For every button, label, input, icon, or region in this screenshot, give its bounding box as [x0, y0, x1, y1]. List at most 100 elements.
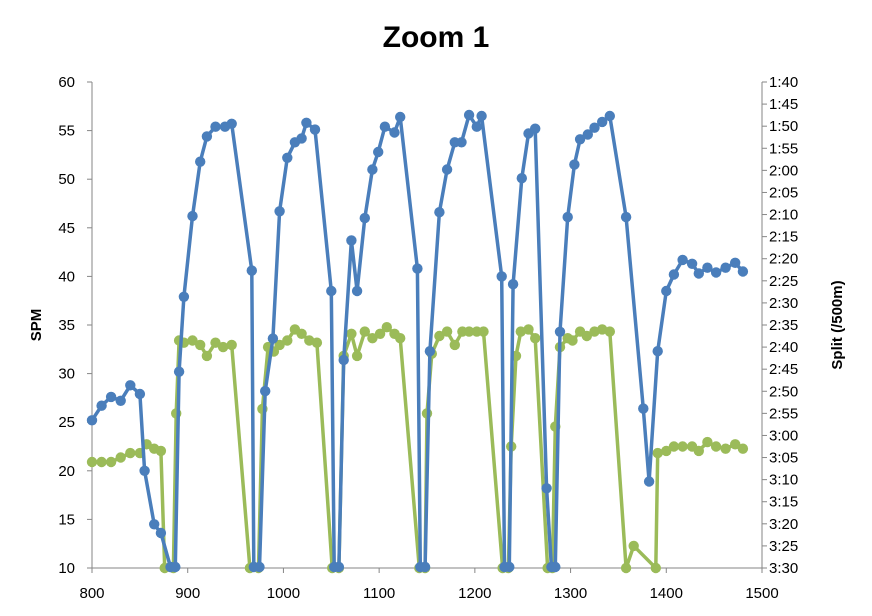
data-point — [346, 235, 357, 246]
data-point — [582, 129, 593, 140]
y-tick-label: 40 — [58, 268, 75, 285]
data-point — [702, 262, 713, 273]
data-point — [296, 133, 307, 144]
y2-tick-label: 1:45 — [769, 96, 798, 113]
y-tick-label: 35 — [58, 317, 75, 334]
data-point — [496, 271, 507, 282]
data-point — [246, 265, 257, 276]
data-point — [178, 291, 190, 302]
data-point — [86, 415, 98, 426]
data-point — [359, 326, 370, 337]
y-tick-label: 45 — [58, 220, 75, 237]
data-point — [412, 263, 423, 274]
data-point — [419, 561, 431, 573]
y-axis-left-title: SPM — [28, 309, 45, 342]
data-point — [359, 212, 370, 224]
data-point — [296, 328, 307, 339]
y2-tick-label: 1:50 — [769, 118, 798, 135]
data-point — [693, 445, 704, 457]
data-point — [395, 111, 406, 123]
y2-tick-label: 3:10 — [769, 472, 798, 489]
data-point — [125, 380, 136, 391]
y2-tick-label: 2:35 — [769, 317, 798, 334]
data-point — [217, 341, 229, 353]
data-point — [226, 339, 237, 351]
data-point — [476, 110, 487, 122]
data-point — [210, 337, 221, 348]
y2-tick-label: 3:05 — [769, 450, 798, 467]
data-point — [720, 262, 731, 273]
data-point — [96, 456, 107, 468]
data-point — [463, 326, 475, 337]
chart-title: Zoom 1 — [383, 21, 490, 54]
data-point — [581, 330, 592, 342]
y-axis-right-ticks: 1:40 1:45 1:50 1:55 2:00 2:05 2:10 2:15 2:20 2:25… — [762, 74, 798, 577]
data-point — [643, 476, 655, 487]
data-point — [516, 173, 527, 184]
data-point — [389, 127, 400, 138]
data-point — [105, 391, 117, 403]
data-point — [589, 122, 600, 133]
data-point — [424, 346, 436, 357]
y2-tick-label: 1:40 — [769, 74, 798, 91]
data-point — [86, 456, 98, 468]
data-point — [149, 519, 160, 530]
data-point — [567, 335, 578, 346]
data-point — [737, 266, 749, 277]
data-point — [173, 366, 185, 377]
data-point — [677, 254, 688, 266]
data-point — [282, 152, 293, 163]
y-tick-label: 50 — [58, 171, 75, 188]
data-point — [730, 257, 741, 268]
y2-tick-label: 1:55 — [769, 140, 798, 157]
data-point — [434, 207, 445, 218]
y-tick-label: 15 — [58, 511, 75, 528]
y2-tick-label: 2:45 — [769, 361, 798, 378]
y2-tick-label: 2:30 — [769, 295, 798, 312]
y2-tick-label: 2:40 — [769, 339, 798, 356]
data-point — [226, 118, 237, 129]
data-point — [686, 258, 698, 269]
data-point — [187, 210, 198, 222]
data-point — [449, 339, 460, 351]
data-point — [260, 385, 271, 397]
y-axis-left-ticks: 10 15 20 25 30 35 40 45 50 55 60 — [58, 74, 92, 577]
data-point — [311, 337, 323, 348]
data-point — [541, 483, 552, 494]
data-point — [652, 447, 663, 459]
data-point — [441, 326, 453, 337]
data-point — [367, 333, 378, 344]
y2-tick-label: 2:00 — [769, 162, 798, 179]
data-point — [562, 211, 573, 223]
data-point — [677, 441, 688, 452]
data-point — [201, 350, 213, 362]
y2-tick-label: 3:00 — [769, 427, 798, 444]
y2-tick-label: 2:15 — [769, 229, 798, 246]
data-point — [105, 456, 117, 468]
data-point — [668, 441, 680, 452]
series-layer — [86, 109, 749, 574]
data-point — [504, 561, 515, 573]
data-point — [301, 117, 312, 128]
y-axis-right-title: Split (/500m) — [829, 280, 846, 369]
data-point — [201, 131, 213, 142]
data-point — [471, 121, 482, 132]
data-point — [379, 121, 391, 132]
data-point — [638, 403, 649, 414]
data-point — [661, 285, 672, 297]
data-point — [737, 443, 749, 454]
x-tick-label: 1500 — [745, 585, 778, 602]
data-point — [650, 562, 661, 574]
data-point — [661, 445, 672, 457]
data-point — [333, 561, 345, 573]
data-point — [367, 164, 378, 175]
data-point — [668, 269, 680, 280]
data-point — [550, 561, 561, 573]
series-left — [86, 109, 749, 573]
data-point — [463, 109, 475, 121]
y2-tick-label: 2:05 — [769, 184, 798, 201]
data-point — [710, 267, 722, 278]
data-point — [652, 346, 663, 357]
x-tick-label: 1100 — [363, 585, 395, 602]
